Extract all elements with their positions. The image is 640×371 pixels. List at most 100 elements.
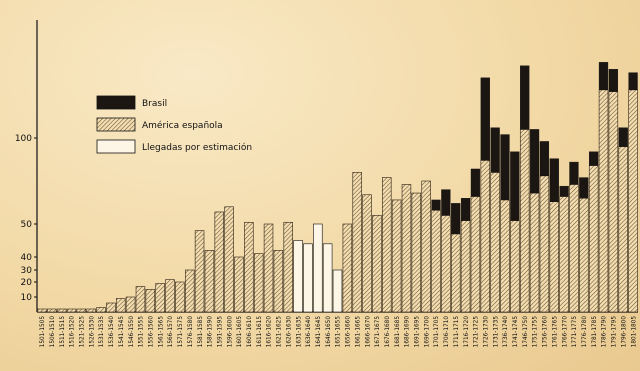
bar-spanish-america-1761-1765 [549,201,559,313]
bar-estimated-1646-1650 [322,243,333,313]
x-tick-label-1641-1645: 1641-1645 [314,316,322,348]
x-tick-label-1726-1730: 1726-1730 [481,316,489,348]
bar-brasil-1736-1740 [500,134,510,201]
bar-estimated-1641-1645 [313,223,323,313]
x-tick-label-1651-1655: 1651-1655 [334,316,342,348]
bar-spanish-america-1776-1780 [579,197,589,313]
x-tick-label-1521-1525: 1521-1525 [78,316,86,348]
bar-brasil-1786-1790 [598,62,609,91]
bar-brasil-1801-1805 [628,72,638,91]
x-tick-label-1591-1595: 1591-1595 [215,316,223,348]
bar-spanish-america-1751-1755 [529,192,540,313]
bar-brasil-1756-1760 [539,141,550,177]
bar-spanish-america-1506-1510 [47,308,57,313]
x-tick-label-1801-1805: 1801-1805 [629,316,637,348]
bar-spanish-america-1741-1745 [510,220,520,313]
y-tick-label-20: 20 [21,278,33,288]
x-tick-label-1776-1780: 1776-1780 [580,316,588,348]
bar-brasil-1721-1725 [470,168,481,197]
x-tick-label-1576-1580: 1576-1580 [186,316,194,348]
y-tick-label-50: 50 [21,220,33,230]
bar-spanish-america-1596-1600 [224,206,234,313]
bar-spanish-america-1711-1715 [451,233,461,313]
bar-brasil-1796-1800 [618,127,628,147]
x-tick-label-1716-1720: 1716-1720 [462,316,470,348]
bar-spanish-america-1546-1550 [125,296,136,313]
bar-spanish-america-1656-1660 [342,223,353,313]
x-tick-label-1571-1575: 1571-1575 [176,316,184,348]
bar-estimated-1636-1640 [303,243,313,313]
x-tick-label-1721-1725: 1721-1725 [472,316,480,348]
legend-swatch-spanish-america [96,117,136,132]
bar-brasil-1741-1745 [510,151,520,221]
bar-brasil-1781-1785 [589,151,599,166]
x-tick-label-1536-1540: 1536-1540 [107,316,115,348]
x-tick-label-1526-1530: 1526-1530 [87,316,95,348]
bar-spanish-america-1796-1800 [618,146,628,313]
x-tick-label-1631-1635: 1631-1635 [294,316,302,348]
legend-label-spanish-america: América española [142,120,223,131]
bar-spanish-america-1581-1585 [194,230,205,313]
x-tick-label-1531-1535: 1531-1535 [97,316,105,348]
x-tick-label-1796-1800: 1796-1800 [619,316,627,348]
bar-spanish-america-1606-1610 [244,221,254,313]
bar-brasil-1716-1720 [460,197,471,221]
x-tick-label-1636-1640: 1636-1640 [304,316,312,348]
x-tick-label-1736-1740: 1736-1740 [501,316,509,348]
x-tick-label-1506-1510: 1506-1510 [48,316,56,348]
x-tick-label-1656-1660: 1656-1660 [344,316,352,348]
x-tick-label-1561-1565: 1561-1565 [156,316,164,348]
x-tick-label-1626-1630: 1626-1630 [284,316,292,348]
bar-spanish-america-1526-1530 [86,308,96,313]
bar-spanish-america-1536-1540 [106,302,116,313]
bar-spanish-america-1561-1565 [155,283,165,313]
legend-label-estimated: Llegadas por estimación [142,142,252,153]
x-tick-label-1681-1685: 1681-1685 [393,316,401,348]
bar-spanish-america-1576-1580 [184,269,195,313]
bar-spanish-america-1701-1705 [431,209,441,313]
bar-spanish-america-1716-1720 [460,220,471,313]
bar-spanish-america-1616-1620 [263,223,274,313]
bar-brasil-1701-1705 [431,199,441,211]
x-tick-label-1556-1560: 1556-1560 [147,316,155,348]
bar-spanish-america-1781-1785 [588,165,599,313]
bar-spanish-america-1541-1545 [116,298,126,313]
bar-brasil-1731-1735 [490,127,500,173]
x-tick-label-1511-1515: 1511-1515 [58,316,66,348]
bar-spanish-america-1586-1590 [204,250,215,313]
bar-spanish-america-1621-1625 [273,250,284,313]
bar-spanish-america-1571-1575 [175,281,185,313]
x-tick-label-1671-1675: 1671-1675 [373,316,381,348]
bar-brasil-1776-1780 [579,177,589,199]
bar-brasil-1746-1750 [520,65,530,130]
x-tick-label-1756-1760: 1756-1760 [541,316,549,348]
bar-spanish-america-1706-1710 [441,215,451,313]
bar-brasil-1751-1755 [529,129,540,194]
bar-spanish-america-1521-1525 [76,308,87,313]
bar-spanish-america-1731-1735 [490,172,500,313]
bar-spanish-america-1501-1505 [37,308,47,313]
bar-spanish-america-1696-1700 [421,180,431,313]
x-tick-label-1596-1600: 1596-1600 [225,316,233,348]
bar-spanish-america-1516-1520 [66,308,77,313]
x-tick-label-1586-1590: 1586-1590 [206,316,214,348]
x-tick-label-1791-1795: 1791-1795 [610,316,618,348]
bar-spanish-america-1566-1570 [165,279,175,313]
chart-legend: Brasil América española Llegadas por estim… [96,95,252,154]
x-tick-label-1766-1770: 1766-1770 [560,316,568,348]
bar-spanish-america-1756-1760 [539,175,550,313]
x-tick-label-1781-1785: 1781-1785 [590,316,598,348]
bar-spanish-america-1686-1690 [401,184,412,313]
x-tick-label-1661-1665: 1661-1665 [353,316,361,348]
bar-spanish-america-1691-1695 [411,192,422,313]
x-tick-label-1646-1650: 1646-1650 [324,316,332,348]
x-tick-label-1751-1755: 1751-1755 [531,316,539,348]
bar-spanish-america-1766-1770 [559,196,569,313]
x-tick-label-1746-1750: 1746-1750 [521,316,529,348]
bar-spanish-america-1531-1535 [96,307,106,313]
y-tick-label-100: 100 [15,134,32,144]
x-tick-label-1581-1585: 1581-1585 [196,316,204,348]
x-tick-label-1666-1670: 1666-1670 [363,316,371,348]
bar-spanish-america-1771-1775 [569,184,579,313]
x-tick-label-1676-1680: 1676-1680 [383,316,391,348]
